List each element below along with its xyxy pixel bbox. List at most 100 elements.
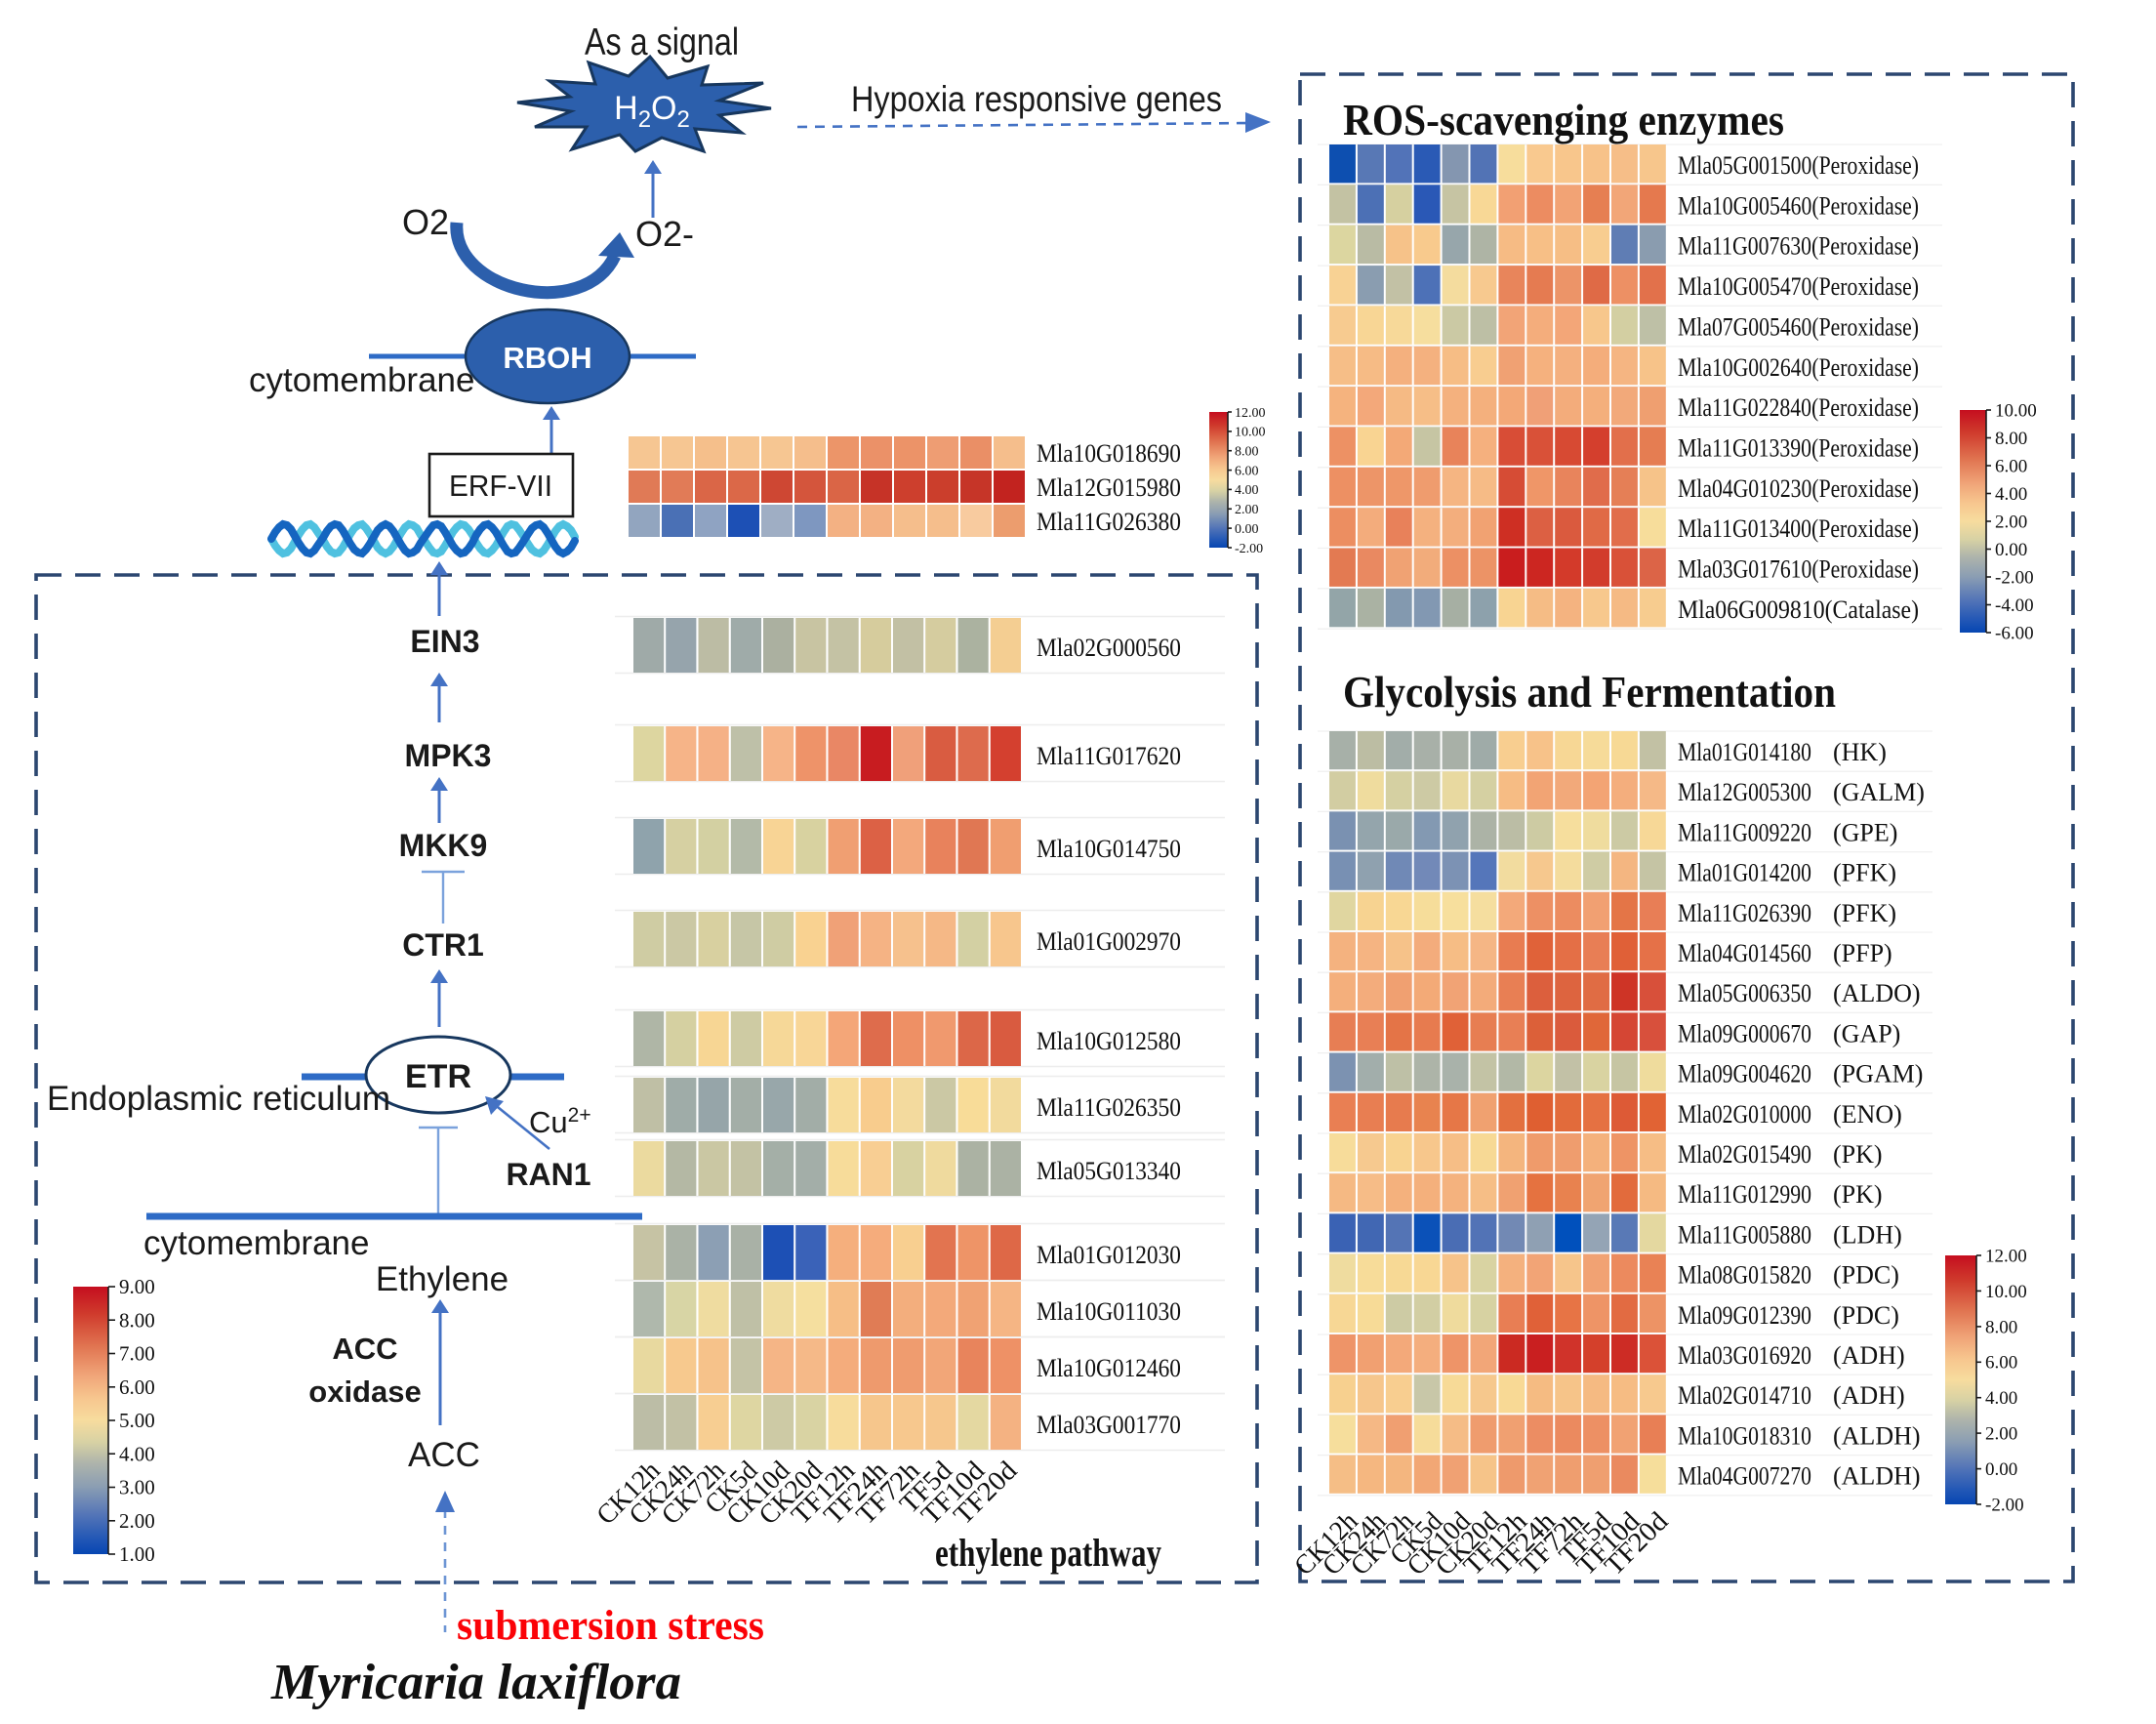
svg-text:Mla11G026350: Mla11G026350 <box>1037 1093 1181 1122</box>
svg-text:Mla07G005460(Peroxidase): Mla07G005460(Peroxidase) <box>1678 312 1919 341</box>
svg-text:Mla10G002640(Peroxidase): Mla10G002640(Peroxidase) <box>1678 353 1919 382</box>
svg-text:RAN1: RAN1 <box>506 1157 590 1192</box>
svg-text:9.00: 9.00 <box>119 1275 155 1298</box>
svg-text:Hypoxia responsive genes: Hypoxia responsive genes <box>851 79 1222 119</box>
svg-text:3.00: 3.00 <box>119 1476 155 1499</box>
svg-text:2.00: 2.00 <box>1995 513 2027 533</box>
svg-text:(ENO): (ENO) <box>1833 1100 1902 1129</box>
svg-text:Mla10G012460: Mla10G012460 <box>1037 1354 1181 1382</box>
svg-text:Mla02G010000: Mla02G010000 <box>1678 1100 1811 1129</box>
svg-text:Mla05G006350: Mla05G006350 <box>1678 979 1811 1007</box>
svg-text:Mla03G001770: Mla03G001770 <box>1037 1411 1181 1439</box>
svg-text:Mla11G026380: Mla11G026380 <box>1037 508 1181 536</box>
svg-text:Mla03G017610(Peroxidase): Mla03G017610(Peroxidase) <box>1678 555 1919 584</box>
svg-text:4.00: 4.00 <box>119 1442 155 1465</box>
svg-text:6.00: 6.00 <box>1995 457 2027 477</box>
svg-text:Mla11G017620: Mla11G017620 <box>1037 742 1181 770</box>
svg-text:Mla11G005880: Mla11G005880 <box>1678 1220 1811 1249</box>
svg-text:Mla01G014180: Mla01G014180 <box>1678 738 1811 766</box>
svg-text:-2.00: -2.00 <box>1235 542 1263 556</box>
svg-text:Mla10G014750: Mla10G014750 <box>1037 835 1181 863</box>
svg-text:ETR: ETR <box>405 1058 471 1095</box>
svg-text:(PFK): (PFK) <box>1833 899 1896 927</box>
svg-text:Mla11G026390: Mla11G026390 <box>1678 899 1811 927</box>
svg-text:Ethylene: Ethylene <box>376 1260 508 1298</box>
svg-text:MPK3: MPK3 <box>405 738 492 773</box>
svg-text:oxidase: oxidase <box>308 1375 421 1409</box>
svg-text:CTR1: CTR1 <box>402 927 484 963</box>
svg-text:10.00: 10.00 <box>1235 426 1266 440</box>
svg-text:Mla01G014200: Mla01G014200 <box>1678 859 1811 887</box>
svg-text:6.00: 6.00 <box>1235 464 1259 478</box>
svg-text:(PDC): (PDC) <box>1833 1261 1899 1290</box>
svg-text:Myricaria laxiflora: Myricaria laxiflora <box>270 1655 681 1710</box>
svg-text:(GALM): (GALM) <box>1833 778 1925 806</box>
svg-text:-6.00: -6.00 <box>1995 624 2034 644</box>
svg-text:5.00: 5.00 <box>119 1409 155 1432</box>
svg-text:Mla10G018690: Mla10G018690 <box>1037 439 1181 468</box>
svg-text:6.00: 6.00 <box>119 1375 155 1399</box>
svg-text:Mla01G012030: Mla01G012030 <box>1037 1241 1181 1269</box>
svg-text:-4.00: -4.00 <box>1995 595 2034 616</box>
svg-text:Mla02G015490: Mla02G015490 <box>1678 1140 1811 1169</box>
svg-text:Mla12G015980: Mla12G015980 <box>1037 473 1181 502</box>
svg-text:ACC: ACC <box>408 1436 480 1474</box>
svg-text:(HK): (HK) <box>1833 738 1887 766</box>
svg-text:ERF-VII: ERF-VII <box>449 469 552 503</box>
svg-text:8.00: 8.00 <box>119 1308 155 1332</box>
svg-text:Mla10G005470(Peroxidase): Mla10G005470(Peroxidase) <box>1678 272 1919 301</box>
svg-text:Mla11G013390(Peroxidase): Mla11G013390(Peroxidase) <box>1678 433 1919 462</box>
svg-text:As a signal: As a signal <box>585 21 739 63</box>
svg-text:submersion stress: submersion stress <box>457 1603 764 1649</box>
svg-text:0.00: 0.00 <box>1235 522 1259 537</box>
svg-text:8.00: 8.00 <box>1995 429 2027 449</box>
svg-text:Mla01G002970: Mla01G002970 <box>1037 927 1181 956</box>
svg-text:Mla05G013340: Mla05G013340 <box>1037 1157 1181 1185</box>
svg-text:(ADH): (ADH) <box>1833 1381 1905 1410</box>
svg-text:(PFK): (PFK) <box>1833 859 1896 887</box>
svg-text:EIN3: EIN3 <box>410 624 479 659</box>
svg-text:2.00: 2.00 <box>1985 1424 2017 1445</box>
svg-text:(ALDH): (ALDH) <box>1833 1462 1921 1491</box>
svg-text:RBOH: RBOH <box>503 341 591 375</box>
svg-text:Mla04G014560: Mla04G014560 <box>1678 939 1811 967</box>
svg-text:cytomembrane: cytomembrane <box>143 1224 369 1262</box>
svg-text:Mla10G012580: Mla10G012580 <box>1037 1027 1181 1055</box>
svg-text:(ADH): (ADH) <box>1833 1341 1905 1370</box>
svg-text:8.00: 8.00 <box>1235 445 1259 460</box>
svg-text:4.00: 4.00 <box>1985 1388 2017 1409</box>
svg-text:(GAP): (GAP) <box>1833 1019 1900 1047</box>
svg-text:2.00: 2.00 <box>1235 503 1259 517</box>
svg-text:4.00: 4.00 <box>1995 484 2027 505</box>
svg-text:cytomembrane: cytomembrane <box>249 361 474 399</box>
svg-text:Mla11G012990: Mla11G012990 <box>1678 1180 1811 1209</box>
svg-text:12.00: 12.00 <box>1985 1247 2027 1267</box>
svg-text:Endoplasmic reticulum: Endoplasmic reticulum <box>47 1080 390 1118</box>
svg-text:Mla10G011030: Mla10G011030 <box>1037 1297 1181 1326</box>
svg-text:0.00: 0.00 <box>1995 540 2027 560</box>
svg-text:O2-: O2- <box>635 214 694 254</box>
svg-text:Mla10G005460(Peroxidase): Mla10G005460(Peroxidase) <box>1678 191 1919 220</box>
svg-text:Mla11G009220: Mla11G009220 <box>1678 818 1811 846</box>
svg-text:Mla12G005300: Mla12G005300 <box>1678 778 1811 806</box>
svg-text:Mla10G018310: Mla10G018310 <box>1678 1421 1811 1450</box>
svg-text:0.00: 0.00 <box>1985 1459 2017 1480</box>
svg-text:Glycolysis and Fermentation: Glycolysis and Fermentation <box>1343 668 1836 717</box>
svg-text:Mla03G016920: Mla03G016920 <box>1678 1341 1811 1370</box>
svg-text:(PGAM): (PGAM) <box>1833 1060 1923 1088</box>
svg-text:ACC: ACC <box>332 1332 397 1366</box>
svg-text:Mla11G007630(Peroxidase): Mla11G007630(Peroxidase) <box>1678 232 1919 261</box>
svg-text:(PK): (PK) <box>1833 1140 1883 1169</box>
svg-text:Mla09G000670: Mla09G000670 <box>1678 1019 1811 1047</box>
svg-text:4.00: 4.00 <box>1235 483 1259 498</box>
svg-text:O2: O2 <box>402 202 449 242</box>
svg-text:(ALDH): (ALDH) <box>1833 1421 1921 1450</box>
svg-text:(LDH): (LDH) <box>1833 1220 1902 1249</box>
svg-text:6.00: 6.00 <box>1985 1353 2017 1374</box>
svg-text:(PFP): (PFP) <box>1833 939 1892 967</box>
svg-text:(ALDO): (ALDO) <box>1833 979 1921 1007</box>
svg-text:2.00: 2.00 <box>119 1509 155 1533</box>
svg-text:(PK): (PK) <box>1833 1180 1883 1209</box>
svg-text:7.00: 7.00 <box>119 1342 155 1366</box>
svg-text:12.00: 12.00 <box>1235 406 1266 421</box>
